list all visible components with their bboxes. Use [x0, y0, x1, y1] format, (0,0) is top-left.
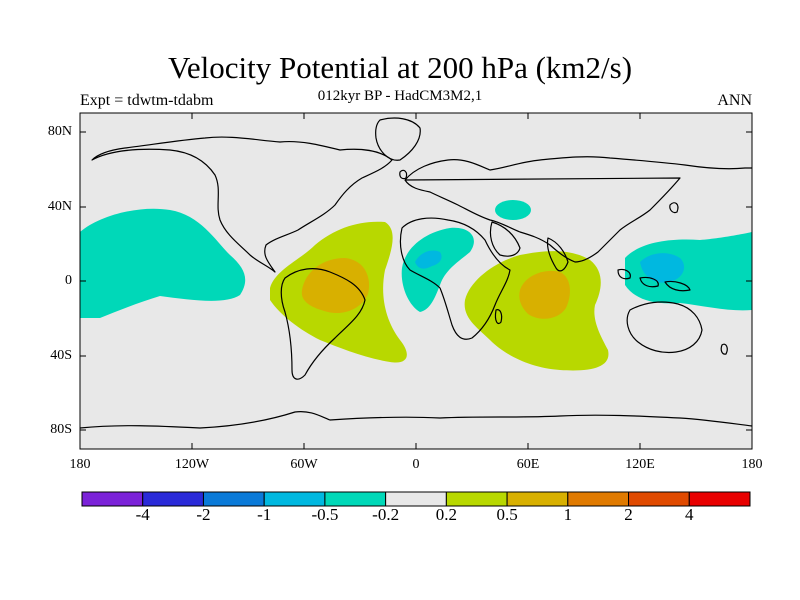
colorbar-label: 2	[624, 505, 633, 524]
lat-label-80n: 80N	[47, 124, 72, 139]
contour-indian-pos-mid	[519, 270, 570, 319]
colorbar-swatch	[142, 491, 204, 507]
colorbar-swatch	[202, 491, 265, 507]
season-label: ANN	[717, 92, 752, 109]
colorbar-swatch	[567, 491, 630, 507]
lon-label-0: 0	[412, 457, 420, 472]
colorbar-label: 1	[563, 505, 573, 524]
lon-label-60w: 60W	[290, 457, 318, 472]
lat-label-40s: 40S	[50, 348, 72, 363]
colorbar-label: -0.5	[311, 505, 339, 524]
colorbar-swatch	[506, 491, 569, 507]
experiment-label: Expt = tdwtm-tdabm	[80, 92, 214, 109]
coastlines	[80, 117, 752, 429]
colorbar-swatch	[628, 491, 690, 507]
colorbar-swatch	[263, 491, 326, 507]
contour-atlantic-neg	[401, 227, 474, 312]
colorbar-label: -0.2	[372, 505, 400, 524]
lon-label-120e: 120E	[625, 457, 655, 472]
lat-label-0: 0	[65, 273, 72, 288]
lat-label-80s: 80S	[50, 422, 72, 437]
lon-label-180e: 180	[741, 457, 763, 472]
colorbar-label: -4	[135, 505, 150, 524]
colorbar-label: -1	[257, 505, 272, 524]
lon-label-120w: 120W	[174, 457, 210, 472]
lat-ticks	[80, 131, 752, 431]
contour-eurasia-neg	[495, 200, 531, 220]
colorbar-swatch	[324, 491, 387, 507]
colorbar-swatch	[385, 491, 447, 507]
lon-label-180w: 180	[69, 457, 91, 472]
contour-samerica-pos-mid	[301, 258, 370, 314]
map-subtitle: 012kyr BP - HadCM3M2,1	[317, 88, 483, 104]
colorbar-label: -2	[196, 505, 211, 524]
colorbar-swatch	[445, 491, 508, 507]
lon-ticks	[191, 113, 641, 449]
colorbar-label: 0.2	[435, 505, 457, 524]
contour-maritime-neg	[625, 232, 752, 311]
lon-label-60e: 60E	[516, 457, 540, 472]
colorbar-swatch	[688, 491, 751, 507]
contour-atlantic-neg-mid	[415, 250, 442, 269]
map-title: Velocity Potential at 200 hPa (km2/s)	[167, 50, 633, 85]
contour-pacific-neg	[80, 208, 246, 318]
contour-maritime-neg-mid	[640, 253, 685, 283]
lat-label-40n: 40N	[47, 199, 72, 214]
colorbar-swatch	[81, 491, 144, 507]
colorbar-label: 4	[685, 505, 694, 524]
colorbar-label: 0.5	[496, 505, 518, 524]
